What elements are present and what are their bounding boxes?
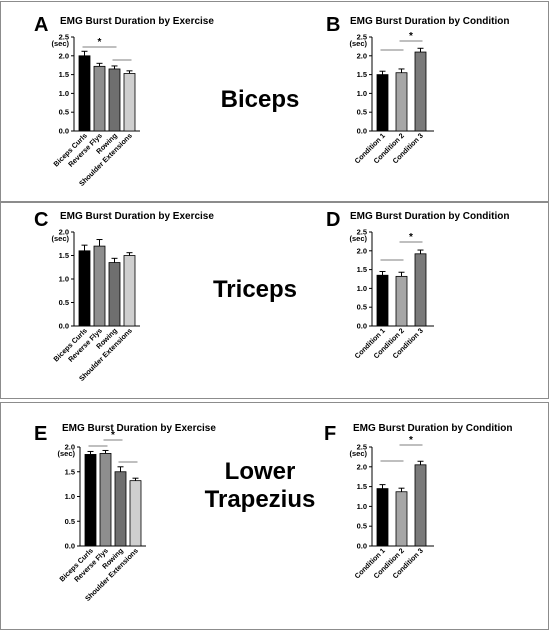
y-tick-label: 1.5: [357, 265, 367, 274]
y-tick-label: 1.0: [65, 492, 75, 501]
chart-title: EMG Burst Duration by Condition: [353, 423, 512, 434]
y-tick-label: 0.5: [357, 522, 367, 531]
y-tick-label: 0.5: [65, 517, 75, 526]
chart-panel-c: C EMG Burst Duration by Exercise 0.0 0.5 1.0…: [34, 209, 214, 383]
row-frame-trapezius: [0, 402, 549, 630]
muscle-label-line: Lower: [224, 458, 296, 485]
y-tick-label: 2.0: [357, 462, 367, 471]
y-tick-label: 0.5: [59, 298, 69, 307]
panel-letter: D: [326, 209, 340, 231]
y-unit-label: (sec): [51, 39, 69, 48]
y-tick-label: 0.0: [357, 322, 367, 331]
bar: [376, 488, 389, 547]
muscle-label-line: Triceps: [212, 276, 298, 303]
y-tick-label: 0.0: [357, 542, 367, 551]
chart-title: EMG Burst Duration by Condition: [350, 211, 509, 222]
y-unit-label: (sec): [51, 234, 69, 243]
bar: [108, 262, 121, 327]
significance-marker: *: [409, 31, 413, 42]
bar: [395, 275, 408, 327]
y-tick-label: 1.5: [65, 467, 75, 476]
muscle-label-trapezius: Lower Trapezius: [190, 458, 330, 514]
panel-letter: B: [326, 14, 340, 36]
y-tick-label: 1.5: [357, 70, 367, 79]
significance-marker: *: [111, 430, 115, 441]
y-tick-label: 0.5: [357, 108, 367, 117]
y-tick-label: 2.5: [357, 228, 367, 237]
y-tick-label: 0.5: [357, 303, 367, 312]
chart-title: EMG Burst Duration by Exercise: [60, 211, 214, 222]
bar: [93, 245, 106, 327]
chart-panel-d: D EMG Burst Duration by Condition 0.0 0.5 1.…: [326, 209, 509, 360]
panel-letter: F: [324, 423, 336, 445]
y-tick-label: 2.5: [357, 33, 367, 42]
chart-title: EMG Burst Duration by Exercise: [62, 423, 216, 434]
bar: [376, 74, 389, 132]
muscle-label-line: Trapezius: [204, 486, 316, 513]
bar: [123, 255, 136, 327]
y-tick-label: 1.0: [59, 275, 69, 284]
chart-panel-f: F EMG Burst Duration by Condition 0.0 0.5 1.…: [324, 423, 512, 580]
row-frame-triceps: [0, 202, 549, 399]
y-tick-label: 1.0: [357, 502, 367, 511]
y-unit-label: (sec): [57, 449, 75, 458]
y-tick-label: 0.0: [357, 127, 367, 136]
significance-marker: *: [98, 37, 102, 48]
y-tick-label: 2.5: [59, 33, 69, 42]
panel-letter: C: [34, 209, 48, 231]
chart-panel-a: A EMG Burst Duration by Exercise 0.0 0.5 1.0…: [34, 14, 214, 188]
bar: [129, 480, 142, 547]
bar: [93, 65, 106, 132]
bar: [414, 464, 427, 547]
y-tick-label: 0.0: [65, 542, 75, 551]
y-tick-label: 0.0: [59, 322, 69, 331]
y-tick-label: 2.5: [357, 443, 367, 452]
bar: [123, 73, 136, 132]
bar: [99, 453, 112, 547]
significance-marker: *: [409, 435, 413, 446]
muscle-label-triceps: Triceps: [190, 276, 320, 304]
y-unit-label: (sec): [349, 449, 367, 458]
chart-panel-e: E EMG Burst Duration by Exercise 0.0 0.5 1.0…: [34, 423, 216, 603]
y-tick-label: 0.5: [59, 108, 69, 117]
y-tick-label: 2.0: [357, 246, 367, 255]
y-tick-label: 2.0: [59, 228, 69, 237]
y-tick-label: 1.5: [59, 251, 69, 260]
muscle-label-line: Biceps: [220, 86, 300, 113]
bar: [414, 51, 427, 132]
significance-marker: *: [409, 232, 413, 243]
y-tick-label: 1.0: [59, 89, 69, 98]
y-tick-label: 0.0: [59, 127, 69, 136]
bar: [395, 491, 408, 547]
bar: [376, 274, 389, 327]
bar: [114, 471, 127, 547]
bar: [78, 250, 91, 327]
chart-panel-b: B EMG Burst Duration by Condition 0.0 0.5 1.…: [326, 14, 509, 165]
chart-title: EMG Burst Duration by Exercise: [60, 16, 214, 27]
y-tick-label: 1.5: [357, 482, 367, 491]
chart-title: EMG Burst Duration by Condition: [350, 16, 509, 27]
bar: [108, 68, 121, 132]
y-tick-label: 2.0: [59, 51, 69, 60]
y-tick-label: 2.0: [357, 51, 367, 60]
panel-letter: A: [34, 14, 48, 36]
y-tick-label: 1.0: [357, 89, 367, 98]
y-tick-label: 2.0: [65, 443, 75, 452]
panel-letter: E: [34, 423, 47, 445]
bar: [414, 253, 427, 327]
y-tick-label: 1.0: [357, 284, 367, 293]
y-unit-label: (sec): [349, 234, 367, 243]
row-frame-biceps: [0, 1, 549, 202]
bar: [84, 454, 97, 547]
muscle-label-biceps: Biceps: [200, 86, 320, 114]
y-unit-label: (sec): [349, 39, 367, 48]
bar: [78, 55, 91, 132]
bar: [395, 72, 408, 132]
y-tick-label: 1.5: [59, 70, 69, 79]
